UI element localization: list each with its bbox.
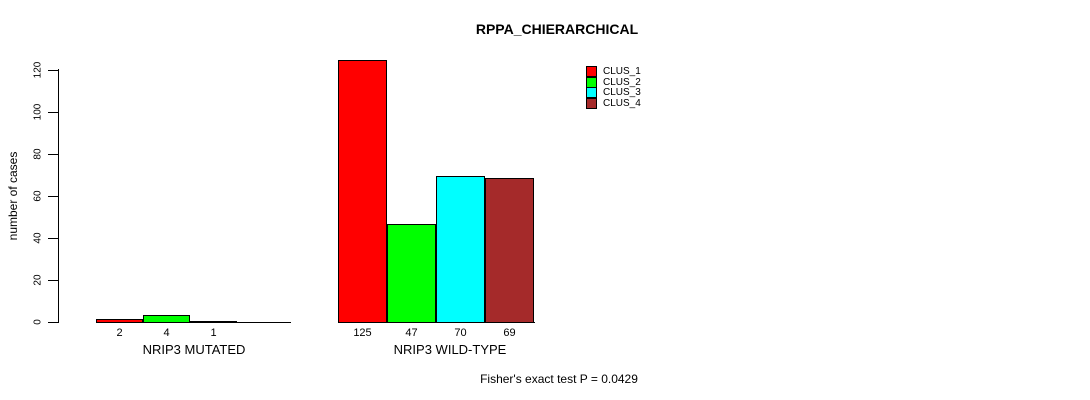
y-tick-label: 120 — [32, 61, 44, 79]
y-tick — [48, 196, 58, 197]
y-axis-label: number of cases — [6, 151, 20, 241]
y-tick — [48, 112, 58, 113]
legend-label-clus_2: CLUS_2 — [603, 77, 641, 88]
bar-value-label: 69 — [503, 327, 516, 339]
y-tick — [48, 154, 58, 155]
y-tick-label: 20 — [32, 274, 44, 286]
y-tick-label: 60 — [32, 190, 44, 202]
y-tick — [48, 238, 58, 239]
y-axis-line — [58, 68, 59, 323]
y-tick — [48, 280, 58, 281]
bar-clus_4-group1 — [485, 178, 534, 323]
bar-value-label: 2 — [116, 327, 123, 339]
group-label-nrip3-wild-type: NRIP3 WILD-TYPE — [393, 342, 507, 357]
chart-title: RPPA_CHIERARCHICAL — [475, 21, 639, 37]
y-tick — [48, 322, 58, 323]
bar-clus_1-group0 — [96, 319, 143, 323]
legend-label-clus_4: CLUS_4 — [603, 98, 641, 109]
bar-clus_1-group1 — [338, 60, 387, 323]
legend-swatch-clus_4 — [586, 98, 597, 109]
bar-clus_2-group1 — [387, 224, 436, 323]
bar-value-label: 4 — [163, 327, 170, 339]
group-label-nrip3-mutated: NRIP3 MUTATED — [142, 342, 246, 357]
legend-swatch-clus_1 — [586, 66, 597, 77]
bar-value-label: 70 — [454, 327, 467, 339]
y-tick — [48, 70, 58, 71]
bar-clus_3-group1 — [436, 176, 485, 323]
legend-label-clus_1: CLUS_1 — [603, 66, 641, 77]
y-tick-label: 100 — [32, 103, 44, 121]
legend-label-clus_3: CLUS_3 — [603, 87, 641, 98]
bar-clus_3-group0 — [190, 321, 237, 323]
y-tick-label: 40 — [32, 232, 44, 244]
bar-value-label: 125 — [353, 327, 372, 339]
y-tick-label: 80 — [32, 148, 44, 160]
legend-swatch-clus_3 — [586, 87, 597, 98]
bar-value-label: 1 — [210, 327, 217, 339]
fisher-test-annotation: Fisher's exact test P = 0.0429 — [480, 372, 638, 386]
bar-value-label: 47 — [405, 327, 418, 339]
y-tick-label: 0 — [32, 319, 44, 325]
bar-clus_2-group0 — [143, 315, 190, 323]
